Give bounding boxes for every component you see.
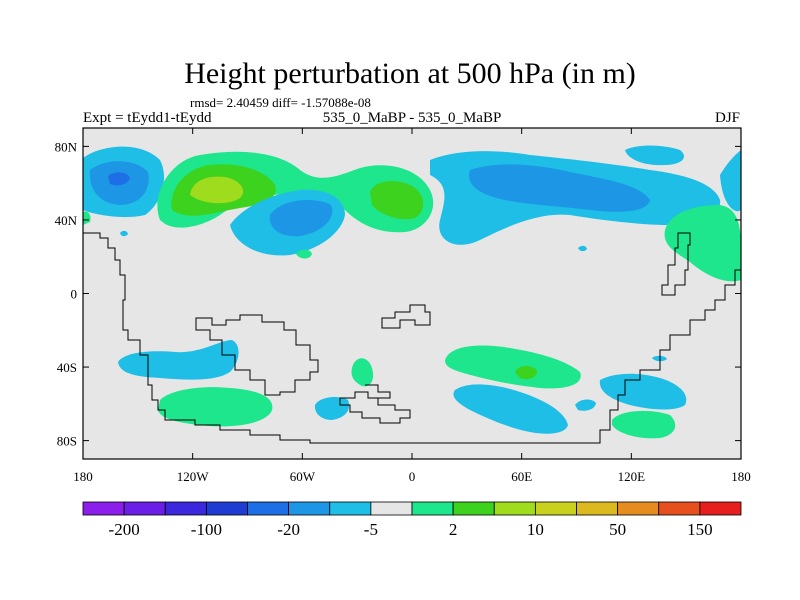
- coastline-africa: [195, 314, 319, 396]
- contour-cyan-ne-top: [625, 145, 685, 166]
- y-tick-label: 80N: [55, 139, 78, 154]
- figure-title: Height perturbation at 500 hPa (in m): [184, 57, 636, 90]
- colorbar-swatch: [534, 501, 577, 516]
- coastline-australia: [339, 391, 411, 424]
- experiment-label: Expt = tEydd1-tEydd: [83, 110, 212, 126]
- coastlines: [83, 232, 741, 444]
- colorbar-label: -100: [191, 520, 222, 539]
- x-tick-label: 60W: [290, 469, 316, 484]
- colorbar-swatch: [699, 501, 742, 516]
- colorbar-swatch: [576, 501, 619, 516]
- colorbar-label: -20: [277, 520, 300, 539]
- coastline-maritime: [381, 304, 431, 329]
- colorbar-swatch: [617, 501, 660, 516]
- y-tick-label: 0: [71, 287, 78, 302]
- x-tick-label: 120E: [618, 469, 646, 484]
- contour-cyan-se-small: [575, 399, 596, 411]
- y-tick-label: 40N: [55, 213, 78, 228]
- colorbar-label: 10: [527, 520, 544, 539]
- y-tick-label: 40S: [57, 360, 77, 375]
- contour-cyan-spot-1: [120, 230, 128, 237]
- colorbar-swatch: [82, 501, 125, 516]
- contour-blue-ne: [469, 164, 650, 212]
- contour-cyan-se: [453, 384, 568, 434]
- contour-fields: [83, 145, 741, 439]
- x-tick-label: 180: [731, 469, 751, 484]
- case-label: 535_0_MaBP - 535_0_MaBP: [323, 110, 502, 126]
- colorbar-swatch: [493, 501, 536, 516]
- contour-darkblue-nw: [108, 172, 130, 186]
- contour-cyan-far-se: [599, 373, 687, 410]
- colorbar-swatch: [123, 501, 166, 516]
- contour-green-east: [664, 205, 741, 282]
- contour-green-spot: [296, 249, 312, 259]
- colorbar-label: 150: [687, 520, 713, 539]
- contour-green-far-se: [612, 410, 676, 439]
- colorbar-label: -5: [364, 520, 378, 539]
- contour-green-edge-left: [83, 211, 91, 225]
- x-axis: 180 120W 60W 0 60E 120E 180: [73, 128, 751, 484]
- colorbar-label: 50: [609, 520, 626, 539]
- x-tick-label: 120W: [177, 469, 210, 484]
- contour-green-small: [351, 358, 374, 387]
- colorbar-swatch: [164, 501, 207, 516]
- contour-bright-green-center: [370, 180, 424, 220]
- contour-green-sw: [158, 387, 273, 427]
- colorbar-swatch: [288, 501, 331, 516]
- colorbar-swatch: [329, 501, 372, 516]
- x-tick-label: 180: [73, 469, 93, 484]
- contour-green-se: [445, 345, 581, 389]
- colorbar-swatch: [370, 501, 413, 516]
- contour-cyan-small: [314, 397, 350, 420]
- contour-cyan-spot-2: [578, 245, 587, 252]
- colorbar-label: -200: [109, 520, 140, 539]
- y-tick-label: 80S: [57, 434, 77, 449]
- colorbar: -200 -100 -20 -5 2 10 50 150: [82, 501, 742, 539]
- colorbar-swatch: [658, 501, 701, 516]
- colorbar-swatch: [411, 501, 454, 516]
- season-label: DJF: [715, 110, 740, 126]
- colorbar-swatch: [205, 501, 248, 516]
- contour-cyan-far-east: [720, 150, 741, 212]
- colorbar-swatch: [247, 501, 290, 516]
- coastline-australia-inner: [365, 384, 391, 399]
- contour-bright-green-se: [515, 366, 538, 380]
- stats-text: rmsd= 2.40459 diff= -1.57088e-08: [190, 95, 371, 110]
- x-tick-label: 0: [409, 469, 416, 484]
- y-axis: 80N 40N 0 40S 80S: [55, 139, 741, 449]
- x-tick-label: 60E: [511, 469, 532, 484]
- colorbar-label: 2: [449, 520, 458, 539]
- colorbar-swatch: [452, 501, 495, 516]
- contour-blue-trough: [269, 199, 333, 237]
- contour-lime-big: [190, 176, 244, 204]
- coastline-americas: [83, 232, 741, 444]
- coastline-greenland: [661, 232, 691, 296]
